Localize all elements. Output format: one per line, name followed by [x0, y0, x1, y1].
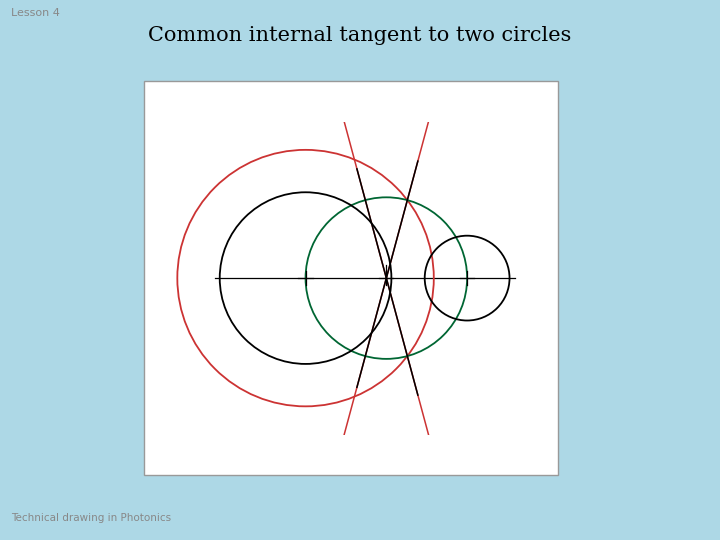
Text: Technical drawing in Photonics: Technical drawing in Photonics: [11, 514, 171, 523]
Text: Lesson 4: Lesson 4: [11, 9, 60, 18]
Text: Common internal tangent to two circles: Common internal tangent to two circles: [148, 25, 572, 45]
FancyBboxPatch shape: [144, 81, 558, 475]
